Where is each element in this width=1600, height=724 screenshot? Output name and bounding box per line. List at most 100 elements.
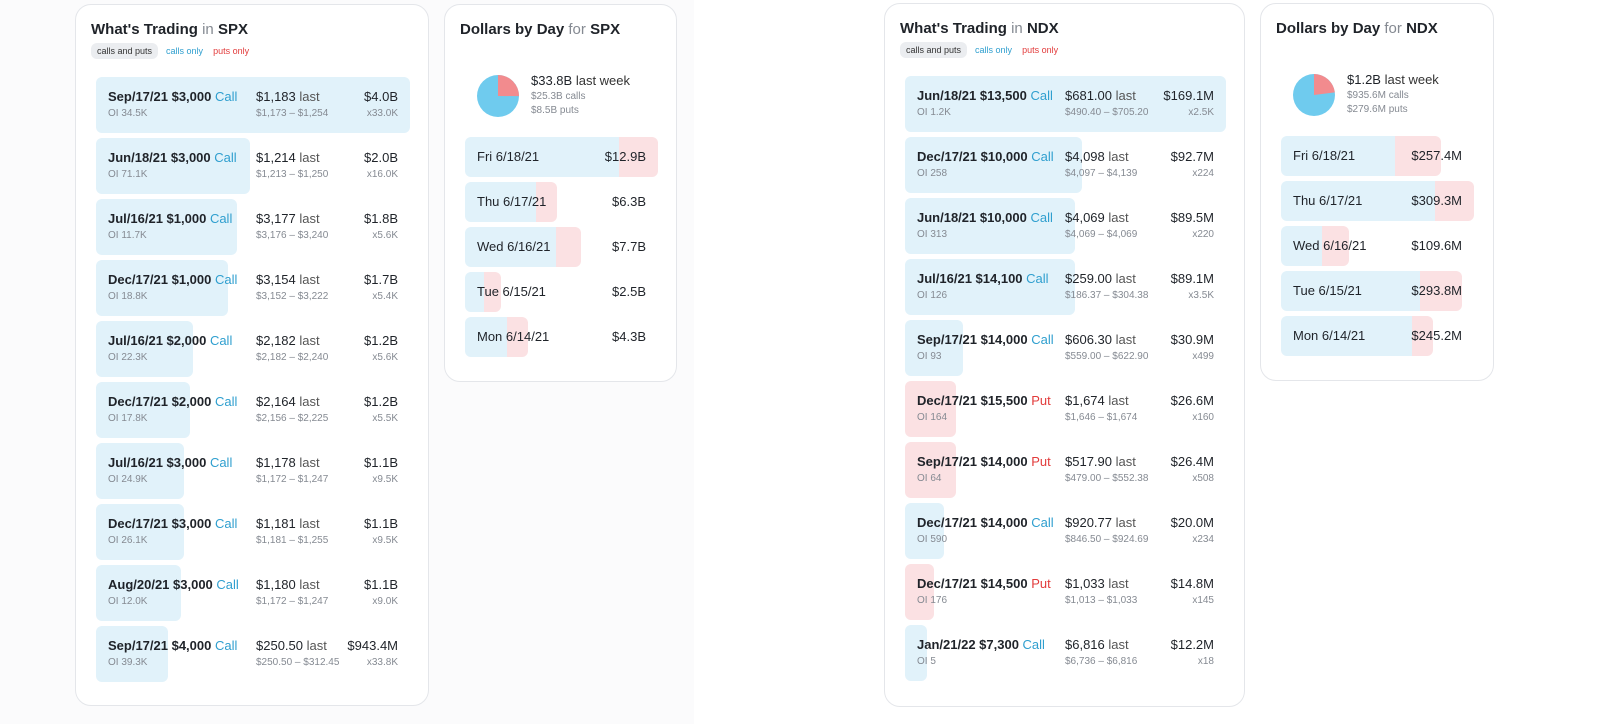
volume-bar	[905, 137, 1082, 193]
trade-row[interactable]: Jun/18/21 $10,000 Call OI 313 $4,069 last $…	[905, 198, 1226, 254]
last-price: $1,183 last	[256, 89, 320, 104]
trade-row[interactable]: Jan/21/22 $7,300 Call OI 5 $6,816 last $6,7…	[905, 625, 1226, 681]
day-row[interactable]: Wed 6/16/21 $109.6M	[1281, 226, 1474, 266]
day-label: Wed 6/16/21	[1293, 238, 1367, 253]
weekly-total-label: last week	[575, 73, 631, 88]
trade-row[interactable]: Dec/17/21 $14,000 Call OI 590 $920.77 last…	[905, 503, 1226, 559]
filter-calls-and-puts[interactable]: calls and puts	[900, 42, 968, 58]
volume-bar	[96, 565, 181, 621]
last-price-value: $3,154	[256, 272, 296, 287]
contract-count: x220	[1192, 229, 1214, 240]
day-puts-bar	[1412, 316, 1433, 356]
trade-row[interactable]: Dec/17/21 $1,000 Call OI 18.8K $3,154 last…	[96, 260, 410, 316]
trade-row[interactable]: Jul/16/21 $2,000 Call OI 22.3K $2,182 last…	[96, 321, 410, 377]
trade-row[interactable]: Dec/17/21 $15,500 Put OI 164 $1,674 last $1…	[905, 381, 1226, 437]
last-price-label: last	[299, 89, 320, 104]
trade-row[interactable]: Jun/18/21 $13,500 Call OI 1.2K $681.00 las…	[905, 76, 1226, 132]
ndx-whats-trading-panel: What's Trading in NDX calls and puts cal…	[884, 3, 1245, 707]
day-row[interactable]: Wed 6/16/21 $7.7B	[465, 227, 658, 267]
filter-calls-only[interactable]: calls only	[166, 46, 204, 56]
last-price: $2,182 last	[256, 333, 320, 348]
trade-row[interactable]: Dec/17/21 $10,000 Call OI 258 $4,098 last $…	[905, 137, 1226, 193]
volume-bar	[96, 138, 250, 194]
last-price-label: last	[1108, 576, 1129, 591]
last-price-value: $606.30	[1065, 332, 1112, 347]
last-price-label: last	[299, 150, 320, 165]
last-price: $681.00 last	[1065, 88, 1136, 103]
option-type: Call	[215, 394, 238, 409]
option-type: Call	[1031, 515, 1054, 530]
spx-dollars-by-day-panel: Dollars by Day for SPX $33.8B last week …	[444, 4, 677, 382]
day-value: $109.6M	[1411, 238, 1462, 253]
trade-row[interactable]: Sep/17/21 $3,000 Call OI 34.5K $1,183 last…	[96, 77, 410, 133]
day-row[interactable]: Fri 6/18/21 $257.4M	[1281, 136, 1474, 176]
trade-row[interactable]: Jul/16/21 $1,000 Call OI 11.7K $3,177 last…	[96, 199, 410, 255]
option-type: Call	[209, 211, 233, 226]
last-price-value: $250.50	[256, 638, 303, 653]
trade-row[interactable]: Jul/16/21 $3,000 Call OI 24.9K $1,178 last…	[96, 443, 410, 499]
panel-title: Dollars by Day for SPX	[460, 21, 620, 38]
day-puts-bar	[1435, 181, 1474, 221]
weekly-puts: $8.5B puts	[531, 105, 579, 116]
filter-puts-only[interactable]: puts only	[213, 46, 250, 56]
day-row[interactable]: Mon 6/14/21 $245.2M	[1281, 316, 1474, 356]
price-range: $186.37 – $304.38	[1065, 290, 1149, 301]
price-range: $2,182 – $2,240	[256, 352, 329, 363]
contract-name: Dec/17/21 $2,000 Call	[108, 394, 237, 409]
contract-count: x9.0K	[372, 596, 398, 607]
day-row[interactable]: Mon 6/14/21 $4.3B	[465, 317, 658, 357]
contract-strike: Sep/17/21 $14,000	[917, 454, 1028, 469]
filter-calls-only[interactable]: calls only	[975, 45, 1013, 55]
open-interest: OI 18.8K	[108, 291, 148, 302]
last-price-value: $4,098	[1065, 149, 1105, 164]
day-row[interactable]: Fri 6/18/21 $12.9B	[465, 137, 658, 177]
contract-name: Jan/21/22 $7,300 Call	[917, 637, 1045, 652]
open-interest: OI 12.0K	[108, 596, 148, 607]
last-price-value: $4,069	[1065, 210, 1105, 225]
day-value: $293.8M	[1411, 283, 1462, 298]
day-row[interactable]: Tue 6/15/21 $293.8M	[1281, 271, 1474, 311]
trade-row[interactable]: Aug/20/21 $3,000 Call OI 12.0K $1,180 last…	[96, 565, 410, 621]
day-row[interactable]: Tue 6/15/21 $2.5B	[465, 272, 658, 312]
contract-name: Sep/17/21 $14,000 Call	[917, 332, 1054, 347]
trade-row[interactable]: Sep/17/21 $4,000 Call OI 39.3K $250.50 las…	[96, 626, 410, 682]
dollar-volume: $89.1M	[1170, 271, 1214, 286]
contract-count: x234	[1192, 534, 1214, 545]
last-price-value: $6,816	[1065, 637, 1105, 652]
option-type: Call	[1026, 271, 1049, 286]
last-price-label: last	[299, 333, 320, 348]
last-price: $1,181 last	[256, 516, 320, 531]
contract-count: x5.4K	[372, 291, 398, 302]
volume-bar	[905, 625, 927, 681]
day-label: Thu 6/17/21	[1293, 193, 1363, 208]
open-interest: OI 26.1K	[108, 535, 148, 546]
contract-name: Dec/17/21 $3,000 Call	[108, 516, 237, 531]
filter-calls-and-puts[interactable]: calls and puts	[91, 43, 159, 59]
open-interest: OI 5	[917, 656, 936, 667]
trade-row[interactable]: Sep/17/21 $14,000 Put OI 64 $517.90 last $4…	[905, 442, 1226, 498]
trade-row[interactable]: Sep/17/21 $14,000 Call OI 93 $606.30 last $…	[905, 320, 1226, 376]
day-value: $2.5B	[612, 284, 646, 299]
dollar-volume: $1.1B	[364, 455, 398, 470]
day-value: $6.3B	[612, 194, 646, 209]
last-price: $1,674 last	[1065, 393, 1129, 408]
day-row[interactable]: Thu 6/17/21 $6.3B	[465, 182, 658, 222]
day-label: Tue 6/15/21	[1293, 283, 1362, 298]
panel-title-symbol: SPX	[217, 21, 248, 38]
day-row[interactable]: Thu 6/17/21 $309.3M	[1281, 181, 1474, 221]
filter-puts-only[interactable]: puts only	[1022, 45, 1059, 55]
last-price-value: $1,033	[1065, 576, 1105, 591]
day-value: $245.2M	[1411, 328, 1462, 343]
day-calls-bar	[465, 227, 556, 267]
trade-row[interactable]: Jun/18/21 $3,000 Call OI 71.1K $1,214 last…	[96, 138, 410, 194]
last-price-value: $259.00	[1065, 271, 1112, 286]
trade-row[interactable]: Jul/16/21 $14,100 Call OI 126 $259.00 last…	[905, 259, 1226, 315]
contract-count: x18	[1197, 656, 1214, 667]
trade-row[interactable]: Dec/17/21 $2,000 Call OI 17.8K $2,164 last…	[96, 382, 410, 438]
trade-row[interactable]: Dec/17/21 $3,000 Call OI 26.1K $1,181 last…	[96, 504, 410, 560]
panel-title-text: What's Trading	[900, 20, 1007, 37]
last-price-label: last	[306, 638, 327, 653]
open-interest: OI 71.1K	[108, 169, 148, 180]
trade-row[interactable]: Dec/17/21 $14,500 Put OI 176 $1,033 last $1…	[905, 564, 1226, 620]
contract-strike: Dec/17/21 $10,000	[917, 149, 1028, 164]
